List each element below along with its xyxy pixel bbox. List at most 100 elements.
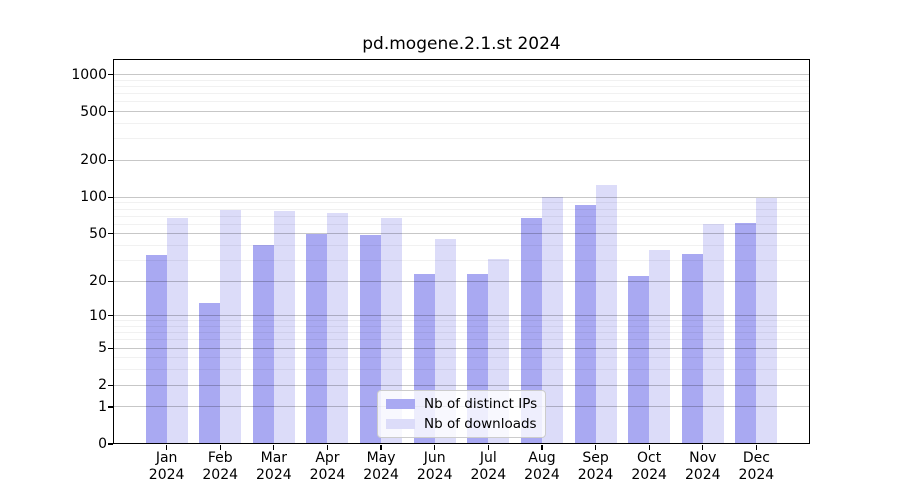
bar-distinct-ips-apr (306, 233, 328, 444)
major-gridline-100 (113, 196, 810, 198)
minor-gridline-900 (113, 79, 810, 81)
plot-area: Nb of distinct IPs Nb of downloads (113, 59, 810, 444)
x-tick-label-dec: Dec 2024 (738, 450, 775, 483)
x-tick-mark-dec (755, 445, 757, 450)
x-tick-mark-sep (594, 445, 597, 450)
y-tick-mark-10 (108, 315, 113, 317)
bar-distinct-ips-sep (574, 204, 596, 444)
minor-gridline-600 (113, 101, 810, 103)
y-tick-label-1000: 1000 (71, 66, 107, 83)
y-tick-mark-2 (108, 384, 113, 386)
bar-distinct-ips-aug (520, 218, 542, 444)
minor-gridline-700 (113, 93, 810, 95)
minor-gridline-90 (113, 202, 810, 204)
x-tick-label-nov: Nov 2024 (684, 450, 721, 483)
minor-gridline-4 (113, 357, 810, 359)
x-tick-label-may: May 2024 (363, 450, 399, 483)
legend-swatch-distinct-ips (386, 399, 415, 409)
x-tick-mark-aug (541, 445, 543, 450)
bar-distinct-ips-oct (628, 276, 650, 444)
x-tick-label-feb: Feb 2024 (202, 450, 239, 483)
y-tick-label-200: 200 (80, 152, 107, 169)
x-tick-label-jan: Jan 2024 (148, 450, 185, 483)
x-tick-label-jul: Jul 2024 (470, 450, 507, 483)
minor-gridline-40 (113, 244, 810, 246)
bar-downloads-may (381, 217, 403, 444)
y-tick-label-50: 50 (89, 225, 107, 242)
x-tick-mark-jul (487, 445, 489, 450)
bar-downloads-aug (541, 197, 563, 444)
major-gridline-200 (113, 159, 810, 161)
x-tick-mark-nov (702, 445, 704, 450)
legend-swatch-downloads (386, 419, 415, 429)
x-tick-label-apr: Apr 2024 (309, 450, 346, 483)
x-tick-mark-may (380, 445, 382, 450)
y-tick-label-1: 1 (98, 398, 107, 415)
legend-entry-downloads: Nb of downloads (386, 416, 537, 432)
y-tick-mark-5 (108, 347, 113, 349)
y-tick-label-5: 5 (98, 340, 107, 357)
minor-gridline-3 (113, 369, 810, 371)
x-tick-mark-apr (326, 445, 329, 450)
minor-gridline-7 (113, 332, 810, 334)
major-gridline-10 (113, 315, 810, 317)
y-tick-label-2: 2 (98, 377, 107, 394)
legend-label-distinct-ips: Nb of distinct IPs (424, 396, 538, 412)
minor-gridline-800 (113, 86, 810, 88)
minor-gridline-70 (113, 215, 810, 217)
minor-gridline-400 (113, 123, 810, 125)
major-gridline-2 (113, 384, 810, 386)
bar-downloads-sep (595, 185, 617, 444)
x-tick-mark-jun (434, 445, 436, 450)
bar-downloads-oct (649, 249, 671, 444)
minor-gridline-8 (113, 326, 810, 328)
minor-gridline-60 (113, 223, 810, 225)
x-tick-label-aug: Aug 2024 (524, 450, 560, 483)
chart-title: pd.mogene.2.1.st 2024 (362, 34, 561, 54)
x-tick-label-mar: Mar 2024 (256, 450, 292, 483)
bar-downloads-feb (220, 210, 242, 444)
minor-gridline-9 (113, 320, 810, 322)
y-tick-label-500: 500 (80, 103, 107, 120)
bar-distinct-ips-may (360, 234, 382, 444)
major-gridline-50 (113, 233, 810, 235)
y-tick-mark-1000 (108, 74, 113, 76)
major-gridline-1000 (113, 74, 810, 76)
bar-distinct-ips-dec (735, 223, 757, 444)
minor-gridline-80 (113, 208, 810, 210)
bar-downloads-nov (702, 224, 724, 444)
y-tick-mark-0 (108, 443, 113, 445)
y-tick-label-10: 10 (89, 307, 107, 324)
y-tick-label-100: 100 (80, 189, 107, 206)
x-tick-mark-oct (648, 445, 650, 450)
bar-distinct-ips-feb (199, 302, 221, 444)
major-gridline-5 (113, 347, 810, 349)
minor-gridline-30 (113, 259, 810, 261)
bar-distinct-ips-jan (145, 255, 167, 444)
x-tick-mark-mar (273, 445, 275, 450)
y-tick-label-20: 20 (89, 273, 107, 290)
x-tick-label-sep: Sep 2024 (577, 450, 614, 483)
bar-downloads-jan (166, 217, 188, 444)
y-tick-mark-500 (108, 111, 113, 113)
x-tick-mark-feb (219, 445, 221, 450)
y-tick-mark-100 (108, 196, 113, 198)
x-tick-label-jun: Jun 2024 (416, 450, 453, 483)
bar-downloads-apr (327, 213, 349, 444)
y-tick-mark-1 (108, 406, 113, 408)
y-tick-mark-50 (108, 233, 113, 235)
major-gridline-500 (113, 111, 810, 113)
x-tick-label-oct: Oct 2024 (631, 450, 667, 483)
major-gridline-20 (113, 280, 810, 282)
minor-gridline-6 (113, 339, 810, 341)
minor-gridline-300 (113, 138, 810, 140)
bar-distinct-ips-mar (252, 245, 274, 444)
y-tick-mark-20 (108, 280, 113, 282)
y-tick-label-0: 0 (98, 436, 107, 452)
legend-entry-distinct-ips: Nb of distinct IPs (386, 396, 537, 412)
legend: Nb of distinct IPs Nb of downloads (377, 390, 547, 438)
y-tick-mark-200 (108, 159, 113, 162)
bar-distinct-ips-nov (681, 253, 703, 444)
legend-label-downloads: Nb of downloads (424, 416, 537, 432)
